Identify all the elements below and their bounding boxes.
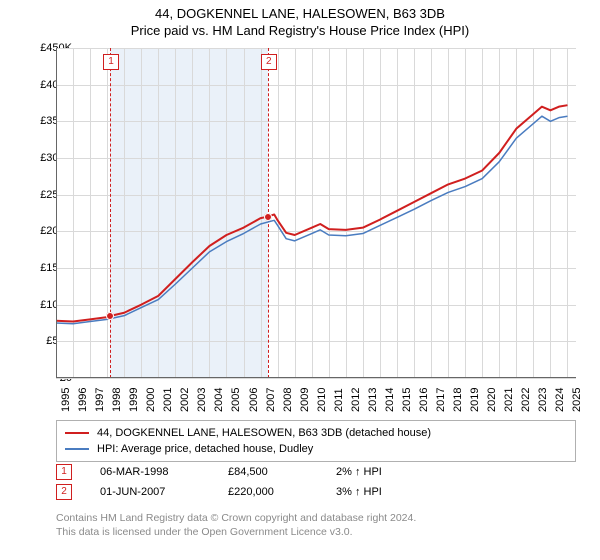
transactions: 1 06-MAR-1998 £84,500 2% ↑ HPI 2 01-JUN-… bbox=[56, 462, 576, 502]
xtick-label: 2003 bbox=[196, 388, 208, 412]
legend-swatch-property bbox=[65, 432, 89, 434]
transaction-price-1: £84,500 bbox=[228, 466, 308, 478]
xtick-label: 1996 bbox=[77, 388, 89, 412]
transaction-row-2: 2 01-JUN-2007 £220,000 3% ↑ HPI bbox=[56, 482, 576, 502]
xtick-label: 2004 bbox=[213, 388, 225, 412]
grid-line-h bbox=[56, 378, 576, 379]
xtick-label: 2016 bbox=[418, 388, 430, 412]
xtick-label: 2022 bbox=[520, 388, 532, 412]
transaction-row-1: 1 06-MAR-1998 £84,500 2% ↑ HPI bbox=[56, 462, 576, 482]
chart-container: 44, DOGKENNEL LANE, HALESOWEN, B63 3DB P… bbox=[0, 0, 600, 560]
footer-line-1: Contains HM Land Registry data © Crown c… bbox=[56, 512, 576, 526]
legend-item-hpi: HPI: Average price, detached house, Dudl… bbox=[65, 441, 567, 457]
transaction-marker-2: 2 bbox=[56, 484, 72, 500]
xtick-label: 2009 bbox=[299, 388, 311, 412]
legend: 44, DOGKENNEL LANE, HALESOWEN, B63 3DB (… bbox=[56, 420, 576, 462]
xtick-label: 2020 bbox=[486, 388, 498, 412]
xtick-label: 2010 bbox=[316, 388, 328, 412]
xtick-label: 1999 bbox=[128, 388, 140, 412]
xtick-label: 2024 bbox=[554, 388, 566, 412]
xtick-label: 2002 bbox=[179, 388, 191, 412]
title-block: 44, DOGKENNEL LANE, HALESOWEN, B63 3DB P… bbox=[0, 0, 600, 38]
transaction-date-1: 06-MAR-1998 bbox=[100, 466, 200, 478]
chart-title: 44, DOGKENNEL LANE, HALESOWEN, B63 3DB bbox=[0, 6, 600, 21]
xtick-label: 2015 bbox=[401, 388, 413, 412]
marker-box-1: 1 bbox=[103, 54, 119, 70]
series-line-hpi bbox=[56, 116, 567, 324]
transaction-marker-1: 1 bbox=[56, 464, 72, 480]
series-line-property bbox=[56, 105, 567, 321]
xtick-label: 2025 bbox=[571, 388, 583, 412]
footer: Contains HM Land Registry data © Crown c… bbox=[56, 512, 576, 539]
marker-box-2: 2 bbox=[261, 54, 277, 70]
xtick-label: 2012 bbox=[350, 388, 362, 412]
legend-label-hpi: HPI: Average price, detached house, Dudl… bbox=[97, 443, 313, 455]
xtick-label: 2005 bbox=[230, 388, 242, 412]
plot-area: 12 bbox=[56, 48, 576, 378]
transaction-hpi-2: 3% ↑ HPI bbox=[336, 486, 576, 498]
xtick-label: 2001 bbox=[162, 388, 174, 412]
transaction-hpi-1: 2% ↑ HPI bbox=[336, 466, 576, 478]
transaction-date-2: 01-JUN-2007 bbox=[100, 486, 200, 498]
xtick-label: 2017 bbox=[435, 388, 447, 412]
xtick-label: 2013 bbox=[367, 388, 379, 412]
transaction-price-2: £220,000 bbox=[228, 486, 308, 498]
xtick-label: 2018 bbox=[452, 388, 464, 412]
transaction-dot-1 bbox=[106, 312, 114, 320]
xtick-label: 2007 bbox=[265, 388, 277, 412]
transaction-dot-2 bbox=[264, 213, 272, 221]
xtick-label: 1998 bbox=[111, 388, 123, 412]
xtick-label: 2000 bbox=[145, 388, 157, 412]
footer-line-2: This data is licensed under the Open Gov… bbox=[56, 526, 576, 540]
xtick-label: 2011 bbox=[333, 388, 345, 412]
xtick-label: 2023 bbox=[537, 388, 549, 412]
xtick-label: 1997 bbox=[94, 388, 106, 412]
xtick-label: 2008 bbox=[282, 388, 294, 412]
legend-label-property: 44, DOGKENNEL LANE, HALESOWEN, B63 3DB (… bbox=[97, 427, 431, 439]
legend-swatch-hpi bbox=[65, 448, 89, 450]
chart-subtitle: Price paid vs. HM Land Registry's House … bbox=[0, 23, 600, 38]
xtick-label: 2014 bbox=[384, 388, 396, 412]
xtick-label: 2021 bbox=[503, 388, 515, 412]
xtick-label: 2019 bbox=[469, 388, 481, 412]
series-lines bbox=[56, 48, 576, 378]
xtick-label: 1995 bbox=[60, 388, 72, 412]
xtick-label: 2006 bbox=[248, 388, 260, 412]
legend-item-property: 44, DOGKENNEL LANE, HALESOWEN, B63 3DB (… bbox=[65, 425, 567, 441]
